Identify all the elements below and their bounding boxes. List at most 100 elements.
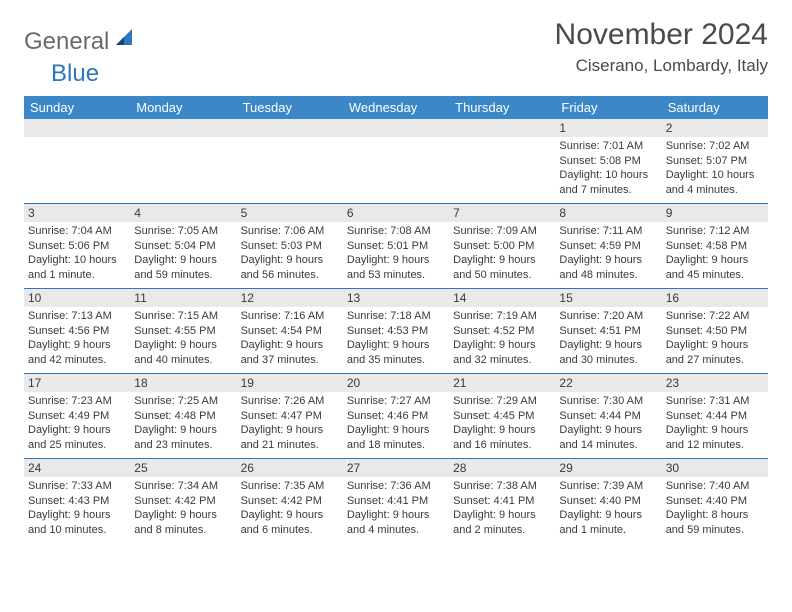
day-details: Sunrise: 7:30 AMSunset: 4:44 PMDaylight:… — [555, 392, 661, 458]
daylight-text: Daylight: 10 hours and 7 minutes. — [559, 168, 657, 197]
day-details: Sunrise: 7:19 AMSunset: 4:52 PMDaylight:… — [449, 307, 555, 373]
calendar-cell: 18Sunrise: 7:25 AMSunset: 4:48 PMDayligh… — [130, 374, 236, 459]
day-details: Sunrise: 7:34 AMSunset: 4:42 PMDaylight:… — [130, 477, 236, 543]
sunrise-text: Sunrise: 7:06 AM — [241, 224, 339, 239]
daylight-text: Daylight: 9 hours and 16 minutes. — [453, 423, 551, 452]
sunrise-text: Sunrise: 7:12 AM — [666, 224, 764, 239]
sunset-text: Sunset: 5:00 PM — [453, 239, 551, 254]
sunset-text: Sunset: 5:01 PM — [347, 239, 445, 254]
day-number: 11 — [130, 289, 236, 307]
calendar-cell: 30 Sunrise: 7:40 AMSunset: 4:40 PMDayligh… — [662, 459, 768, 544]
day-number: 30 — [662, 459, 768, 477]
sunrise-text: Sunrise: 7:25 AM — [134, 394, 232, 409]
calendar-week-row: 24Sunrise: 7:33 AMSunset: 4:43 PMDayligh… — [24, 459, 768, 544]
daylight-text: Daylight: 9 hours and 50 minutes. — [453, 253, 551, 282]
sunrise-text: Sunrise: 7:02 AM — [666, 139, 764, 154]
day-details: Sunrise: 7:27 AMSunset: 4:46 PMDaylight:… — [343, 392, 449, 458]
calendar-cell: 21Sunrise: 7:29 AMSunset: 4:45 PMDayligh… — [449, 374, 555, 459]
day-details: Sunrise: 7:08 AMSunset: 5:01 PMDaylight:… — [343, 222, 449, 288]
weekday-header: Friday — [555, 96, 661, 119]
weekday-header: Saturday — [662, 96, 768, 119]
calendar-cell: 19Sunrise: 7:26 AMSunset: 4:47 PMDayligh… — [237, 374, 343, 459]
sunrise-text: Sunrise: 7:36 AM — [347, 479, 445, 494]
sunrise-text: Sunrise: 7:05 AM — [134, 224, 232, 239]
calendar-cell: 5Sunrise: 7:06 AMSunset: 5:03 PMDaylight… — [237, 204, 343, 289]
sunset-text: Sunset: 4:44 PM — [666, 409, 764, 424]
calendar-cell: 23Sunrise: 7:31 AMSunset: 4:44 PMDayligh… — [662, 374, 768, 459]
day-number: 29 — [555, 459, 661, 477]
day-details: Sunrise: 7:16 AMSunset: 4:54 PMDaylight:… — [237, 307, 343, 373]
day-number: 24 — [24, 459, 130, 477]
sunset-text: Sunset: 4:40 PM — [666, 494, 764, 509]
day-details: Sunrise: 7:29 AMSunset: 4:45 PMDaylight:… — [449, 392, 555, 458]
day-details: Sunrise: 7:25 AMSunset: 4:48 PMDaylight:… — [130, 392, 236, 458]
day-details: Sunrise: 7:09 AMSunset: 5:00 PMDaylight:… — [449, 222, 555, 288]
sunrise-text: Sunrise: 7:20 AM — [559, 309, 657, 324]
sunrise-text: Sunrise: 7:39 AM — [559, 479, 657, 494]
calendar-cell: 16Sunrise: 7:22 AMSunset: 4:50 PMDayligh… — [662, 289, 768, 374]
sunrise-text: Sunrise: 7:04 AM — [28, 224, 126, 239]
daylight-text: Daylight: 10 hours and 4 minutes. — [666, 168, 764, 197]
daylight-text: Daylight: 9 hours and 4 minutes. — [347, 508, 445, 537]
calendar-cell: 24Sunrise: 7:33 AMSunset: 4:43 PMDayligh… — [24, 459, 130, 544]
day-number: 13 — [343, 289, 449, 307]
sunrise-text: Sunrise: 7:31 AM — [666, 394, 764, 409]
day-number — [24, 119, 130, 137]
sunset-text: Sunset: 4:45 PM — [453, 409, 551, 424]
day-details: Sunrise: 7:35 AMSunset: 4:42 PMDaylight:… — [237, 477, 343, 543]
sunset-text: Sunset: 4:47 PM — [241, 409, 339, 424]
sunset-text: Sunset: 5:04 PM — [134, 239, 232, 254]
daylight-text: Daylight: 9 hours and 10 minutes. — [28, 508, 126, 537]
day-number: 3 — [24, 204, 130, 222]
day-number: 15 — [555, 289, 661, 307]
sunrise-text: Sunrise: 7:29 AM — [453, 394, 551, 409]
day-number: 25 — [130, 459, 236, 477]
calendar-cell: 1Sunrise: 7:01 AMSunset: 5:08 PMDaylight… — [555, 119, 661, 204]
sunset-text: Sunset: 4:52 PM — [453, 324, 551, 339]
day-details: Sunrise: 7:01 AMSunset: 5:08 PMDaylight:… — [555, 137, 661, 203]
daylight-text: Daylight: 9 hours and 1 minute. — [559, 508, 657, 537]
sunrise-text: Sunrise: 7:30 AM — [559, 394, 657, 409]
sunset-text: Sunset: 4:41 PM — [347, 494, 445, 509]
sunrise-text: Sunrise: 7:18 AM — [347, 309, 445, 324]
day-number: 1 — [555, 119, 661, 137]
brand-part2-wrap: Blue — [25, 60, 769, 88]
calendar-cell — [130, 119, 236, 204]
daylight-text: Daylight: 9 hours and 27 minutes. — [666, 338, 764, 367]
day-details: Sunrise: 7:39 AMSunset: 4:40 PMDaylight:… — [555, 477, 661, 543]
sunrise-text: Sunrise: 7:01 AM — [559, 139, 657, 154]
weekday-header: Tuesday — [237, 96, 343, 119]
day-details: Sunrise: 7:12 AMSunset: 4:58 PMDaylight:… — [662, 222, 768, 288]
sunrise-text: Sunrise: 7:22 AM — [666, 309, 764, 324]
sunrise-text: Sunrise: 7:09 AM — [453, 224, 551, 239]
daylight-text: Daylight: 9 hours and 18 minutes. — [347, 423, 445, 452]
daylight-text: Daylight: 9 hours and 8 minutes. — [134, 508, 232, 537]
sunset-text: Sunset: 5:06 PM — [28, 239, 126, 254]
sunset-text: Sunset: 4:42 PM — [241, 494, 339, 509]
calendar-cell: 28Sunrise: 7:38 AMSunset: 4:41 PMDayligh… — [449, 459, 555, 544]
calendar-cell: 27Sunrise: 7:36 AMSunset: 4:41 PMDayligh… — [343, 459, 449, 544]
sunrise-text: Sunrise: 7:38 AM — [453, 479, 551, 494]
day-number — [237, 119, 343, 137]
day-details: Sunrise: 7:06 AMSunset: 5:03 PMDaylight:… — [237, 222, 343, 288]
day-details: Sunrise: 7:02 AMSunset: 5:07 PMDaylight:… — [662, 137, 768, 203]
calendar-header-row: SundayMondayTuesdayWednesdayThursdayFrid… — [24, 96, 768, 119]
daylight-text: Daylight: 8 hours and 59 minutes. — [666, 508, 764, 537]
sunrise-text: Sunrise: 7:08 AM — [347, 224, 445, 239]
sunset-text: Sunset: 5:08 PM — [559, 154, 657, 169]
day-details: Sunrise: 7:11 AMSunset: 4:59 PMDaylight:… — [555, 222, 661, 288]
daylight-text: Daylight: 9 hours and 32 minutes. — [453, 338, 551, 367]
day-number: 6 — [343, 204, 449, 222]
daylight-text: Daylight: 9 hours and 21 minutes. — [241, 423, 339, 452]
sunset-text: Sunset: 5:03 PM — [241, 239, 339, 254]
sunset-text: Sunset: 4:48 PM — [134, 409, 232, 424]
day-number: 10 — [24, 289, 130, 307]
sunset-text: Sunset: 4:58 PM — [666, 239, 764, 254]
calendar-cell: 8Sunrise: 7:11 AMSunset: 4:59 PMDaylight… — [555, 204, 661, 289]
sunrise-text: Sunrise: 7:40 AM — [666, 479, 764, 494]
daylight-text: Daylight: 9 hours and 35 minutes. — [347, 338, 445, 367]
day-number — [343, 119, 449, 137]
calendar-cell: 2Sunrise: 7:02 AMSunset: 5:07 PMDaylight… — [662, 119, 768, 204]
calendar-cell: 3Sunrise: 7:04 AMSunset: 5:06 PMDaylight… — [24, 204, 130, 289]
day-number — [130, 119, 236, 137]
